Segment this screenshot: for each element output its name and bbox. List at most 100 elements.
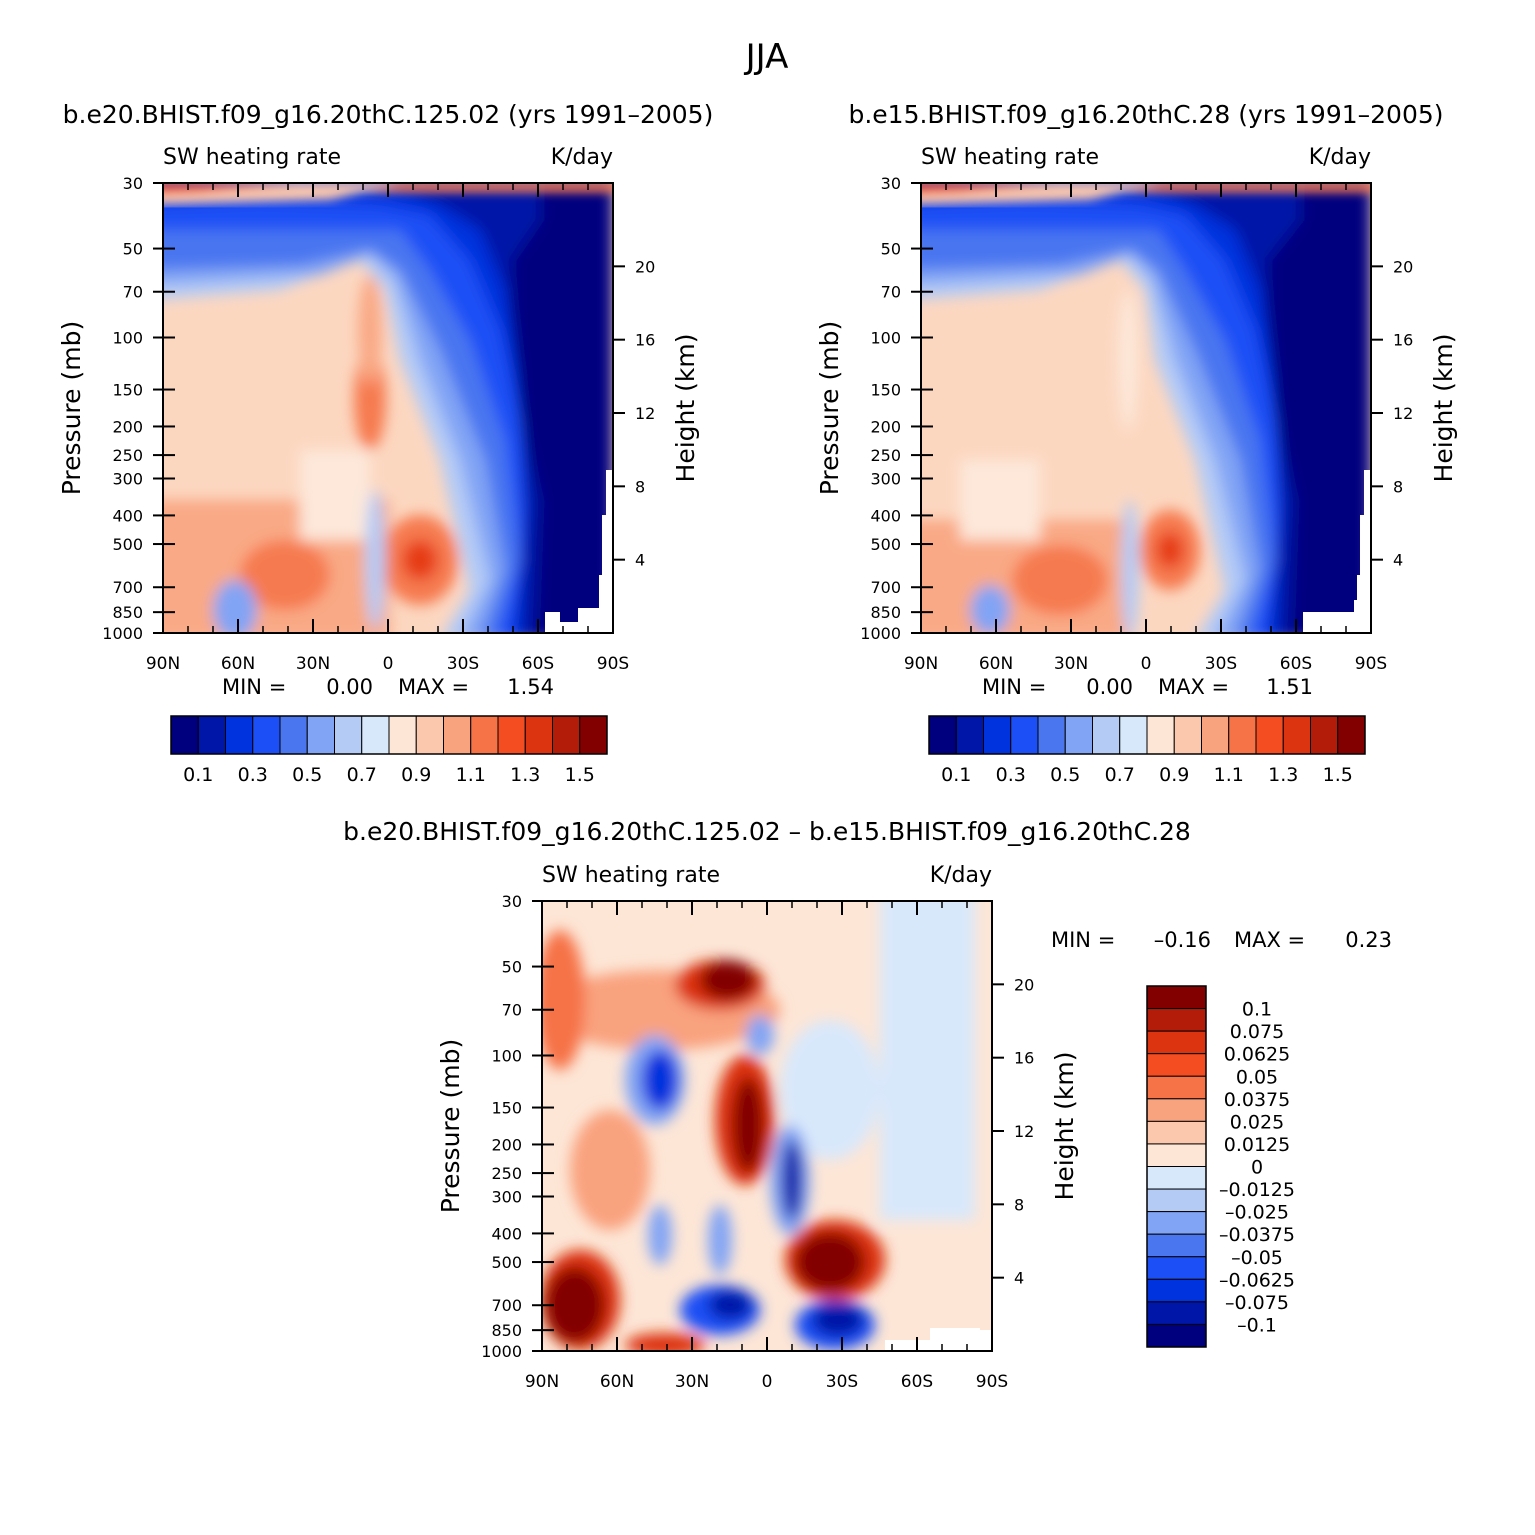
colorbar-label: 1.5 [1323,764,1353,786]
colorbar-frame [928,715,1366,755]
colorbar-swatch [1146,1030,1207,1055]
colorbar-swatch [1228,715,1257,755]
x-tick-label: 60N [600,1372,634,1392]
x-tick-label: 30S [1205,654,1237,674]
y2-tick-label: 4 [1393,551,1403,570]
colorbar-label: 1.3 [510,764,540,786]
colorbar-label: 1.1 [456,764,486,786]
colorbar-swatch [955,715,984,755]
y-tick-label: 500 [870,535,901,554]
colorbar-label: 0.3 [238,764,268,786]
y-tick-label: 500 [112,535,143,554]
y2-tick-label: 16 [1014,1049,1034,1068]
y-tick-label: 50 [123,240,143,259]
colorbar-swatch [1146,1166,1207,1190]
panel-2-min-label: MIN = [982,675,1046,699]
colorbar-swatch [1337,715,1366,755]
x-tick-label: 90N [525,1372,559,1392]
panel-2-min-value: 0.00 [1086,675,1133,699]
y2-tick-label: 8 [1014,1195,1024,1214]
y-tick-label: 700 [870,578,901,597]
colorbar-frame [1146,985,1207,1348]
x-tick-label: 60S [1280,654,1312,674]
colorbar-label: 1.3 [1268,764,1298,786]
y2-tick-label: 8 [635,477,645,496]
panel-1-max-value: 1.54 [507,675,554,699]
colorbar-swatch [1146,1120,1207,1145]
y-tick-label: 50 [881,240,901,259]
colorbar-swatch [1146,1233,1207,1258]
y2-tick-label: 4 [1014,1269,1024,1288]
panel-1-right-string: K/day [551,145,613,170]
y-tick-label: 70 [502,1001,522,1020]
y-tick-label: 850 [112,603,143,622]
y-tick-label: 200 [491,1135,522,1154]
colorbar-label: –0.075 [1225,1292,1289,1314]
colorbar-swatch [1310,715,1339,755]
colorbar-swatch [1255,715,1284,755]
colorbar-swatch [252,715,281,755]
y-tick-label: 300 [491,1187,522,1206]
panel-2-missing-region [1303,470,1371,633]
colorbar-label: –0.0125 [1219,1179,1295,1201]
y2-tick-label: 12 [635,404,655,423]
x-tick-label: 90S [976,1372,1008,1392]
colorbar-swatch [1282,715,1311,755]
panel-3-contour-field [542,901,992,1351]
panel-2-title: b.e15.BHIST.f09_g16.20thC.28 (yrs 1991–2… [848,100,1443,129]
colorbar-label: 0.0625 [1224,1044,1290,1066]
y-tick-label: 850 [491,1321,522,1340]
y-tick-label: 300 [112,469,143,488]
x-tick-label: 30S [447,654,479,674]
y2-tick-label: 20 [1014,975,1034,994]
colorbar-swatch [1146,1211,1207,1235]
colorbar-frame [170,715,608,755]
colorbar-label: 1.5 [565,764,595,786]
colorbar-label: 0.9 [1159,764,1189,786]
colorbar-label: 0.1 [183,764,213,786]
y-tick-label: 100 [491,1047,522,1066]
y2-tick-label: 12 [1393,404,1413,423]
colorbar-label: 0.5 [292,764,322,786]
panel-3-right-string: K/day [930,863,992,888]
panel-3-missing-region [885,1328,992,1351]
colorbar-label: 0.7 [347,764,377,786]
panel-2-ylabel: Pressure (mb) [815,321,844,495]
colorbar-label: 0.7 [1105,764,1135,786]
y-tick-label: 100 [870,329,901,348]
colorbar-label: 0 [1251,1157,1263,1179]
colorbar-swatch [1064,715,1093,755]
panel-2-y2label: Height (km) [1429,334,1458,483]
panel-2-max-value: 1.51 [1266,675,1313,699]
panel-3-title: b.e20.BHIST.f09_g16.20thC.125.02 – b.e15… [343,817,1191,846]
colorbar-swatch [1092,715,1121,755]
y-tick-label: 150 [491,1099,522,1118]
y-tick-label: 100 [112,329,143,348]
panel-1-max-label: MAX = [398,675,469,699]
y2-tick-label: 8 [1393,477,1403,496]
colorbar-swatch [443,715,472,755]
panel-2-max-label: MAX = [1158,675,1229,699]
panel-1: b.e20.BHIST.f09_g16.20thC.125.02 (yrs 19… [57,100,713,786]
y2-tick-label: 12 [1014,1122,1034,1141]
colorbar-swatch [1146,1256,1207,1280]
panel-1-left-string: SW heating rate [163,145,341,170]
colorbar-label: 0.5 [1050,764,1080,786]
y-tick-label: 400 [112,506,143,525]
colorbar-swatch [983,715,1012,755]
x-tick-label: 90S [1355,654,1387,674]
panel-3: b.e20.BHIST.f09_g16.20thC.125.02 – b.e15… [343,817,1392,1392]
colorbar-swatch [1146,715,1175,755]
colorbar-swatch [1146,1188,1207,1213]
colorbar-swatch [497,715,526,755]
x-tick-label: 30N [1054,654,1088,674]
x-tick-label: 60S [901,1372,933,1392]
panel-3-y2label: Height (km) [1050,1052,1079,1201]
colorbar-label: 0.1 [1242,999,1272,1021]
y2-tick-label: 20 [635,257,655,276]
colorbar-label: 1.1 [1214,764,1244,786]
colorbar-label: –0.025 [1225,1202,1289,1224]
panel-1-ylabel: Pressure (mb) [57,321,86,495]
x-tick-label: 90N [146,654,180,674]
